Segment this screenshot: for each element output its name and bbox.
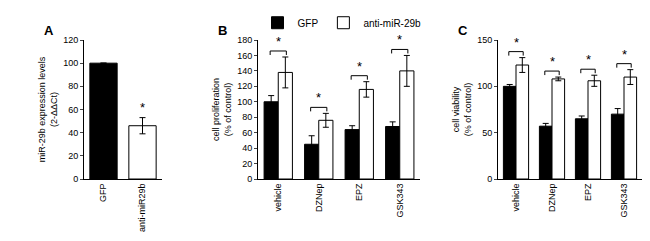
- svg-text:GFP: GFP: [298, 18, 319, 29]
- svg-text:150: 150: [477, 35, 492, 45]
- svg-text:100: 100: [237, 97, 252, 107]
- svg-text:*: *: [357, 59, 362, 74]
- svg-text:100: 100: [63, 58, 78, 68]
- svg-text:*: *: [397, 32, 402, 47]
- svg-text:120: 120: [237, 81, 252, 91]
- svg-text:20: 20: [68, 151, 78, 161]
- svg-text:EPZ: EPZ: [354, 183, 364, 201]
- svg-text:120: 120: [63, 35, 78, 45]
- svg-text:100: 100: [477, 81, 492, 91]
- svg-text:DZNep: DZNep: [547, 184, 557, 213]
- svg-text:60: 60: [68, 105, 78, 115]
- svg-text:0: 0: [247, 174, 252, 184]
- svg-text:*: *: [514, 35, 519, 50]
- svg-text:80: 80: [68, 81, 78, 91]
- svg-text:DZNep: DZNep: [314, 184, 324, 213]
- svg-text:GSK343: GSK343: [395, 184, 405, 218]
- svg-text:anti-miR29b: anti-miR29b: [137, 184, 147, 233]
- svg-text:60: 60: [242, 128, 252, 138]
- svg-text:B: B: [218, 23, 227, 38]
- svg-text:anti-miR-29b: anti-miR-29b: [363, 18, 421, 29]
- svg-text:*: *: [276, 34, 281, 49]
- svg-text:50: 50: [482, 128, 492, 138]
- svg-text:180: 180: [237, 35, 252, 45]
- svg-text:GSK343: GSK343: [619, 184, 629, 218]
- svg-text:40: 40: [242, 143, 252, 153]
- svg-text:EPZ: EPZ: [583, 183, 593, 201]
- svg-text:GFP: GFP: [98, 184, 108, 203]
- svg-text:140: 140: [237, 66, 252, 76]
- svg-text:cell proliferation(% of contro: cell proliferation(% of control): [211, 78, 233, 141]
- svg-text:*: *: [586, 52, 591, 67]
- svg-text:80: 80: [242, 112, 252, 122]
- svg-text:0: 0: [487, 174, 492, 184]
- svg-text:A: A: [44, 23, 54, 38]
- svg-text:*: *: [140, 100, 145, 115]
- svg-text:vehicle: vehicle: [511, 184, 521, 212]
- svg-text:20: 20: [242, 159, 252, 169]
- svg-text:*: *: [622, 47, 627, 62]
- svg-text:C: C: [458, 23, 468, 38]
- svg-text:*: *: [316, 90, 321, 105]
- svg-text:160: 160: [237, 51, 252, 61]
- svg-text:miR-29b expression levels(2-ΔΔ: miR-29b expression levels(2-ΔΔCt): [37, 56, 59, 162]
- svg-text:40: 40: [68, 128, 78, 138]
- svg-text:cell viability(% of control): cell viability(% of control): [451, 83, 473, 137]
- svg-text:vehicle: vehicle: [273, 184, 283, 212]
- svg-text:*: *: [550, 54, 555, 69]
- svg-text:0: 0: [73, 174, 78, 184]
